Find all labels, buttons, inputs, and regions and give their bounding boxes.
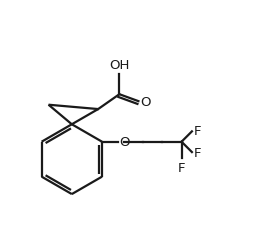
Text: O: O bbox=[141, 95, 151, 108]
Text: F: F bbox=[194, 124, 202, 137]
Text: OH: OH bbox=[109, 58, 130, 71]
Text: F: F bbox=[178, 161, 185, 174]
Text: F: F bbox=[194, 146, 202, 159]
Text: O: O bbox=[119, 136, 130, 148]
